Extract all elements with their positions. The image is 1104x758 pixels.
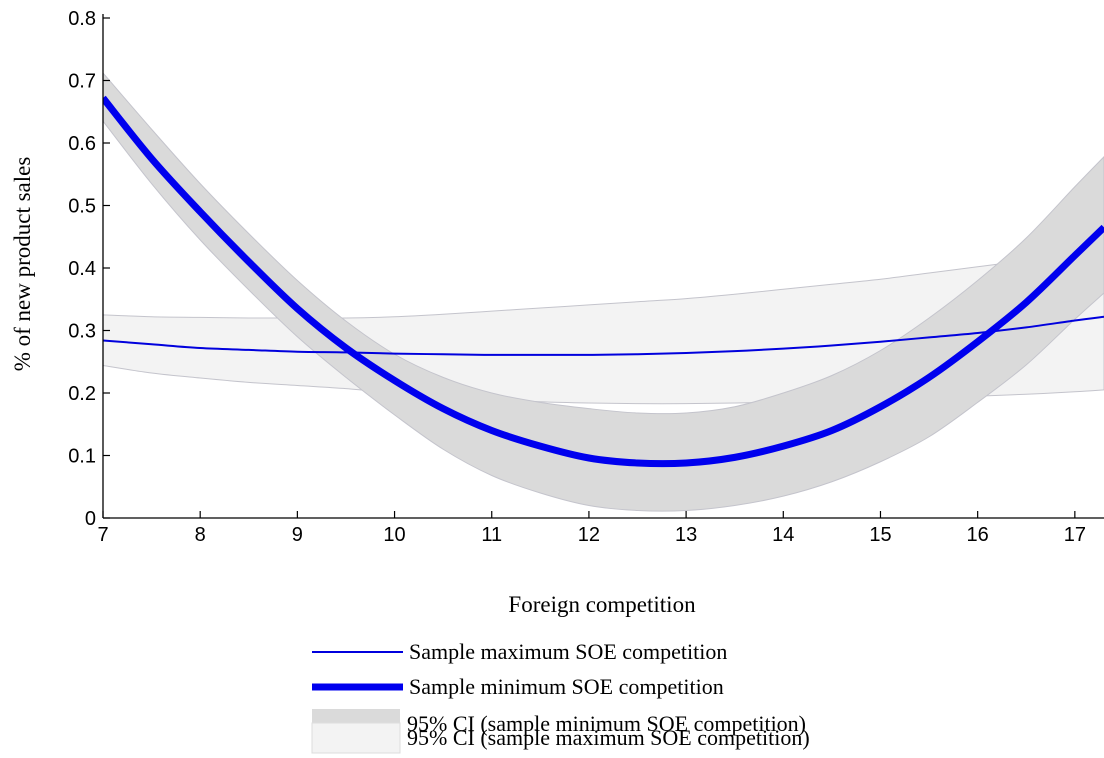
- series-line-sample-minimum-soe-competition: [103, 95, 1104, 468]
- x-tick-label: 11: [481, 524, 502, 546]
- x-tick-label: 16: [967, 524, 989, 546]
- x-tick-label: 10: [383, 524, 405, 546]
- x-tick-label: 8: [195, 524, 206, 546]
- y-tick-label: 0.1: [68, 446, 96, 468]
- x-tick-label: 9: [292, 524, 303, 546]
- x-tick-label: 13: [675, 524, 697, 546]
- plot-area: [103, 72, 1104, 512]
- x-tick-label: 14: [772, 524, 794, 546]
- legend-label: Sample minimum SOE competition: [409, 674, 724, 699]
- legend: Sample maximum SOE competition Sample min…: [311, 639, 810, 754]
- y-axis-label: % of new product sales: [10, 157, 35, 372]
- x-axis-label: Foreign competition: [508, 592, 696, 617]
- legend-label: Sample maximum SOE competition: [409, 639, 727, 664]
- y-tick-label: 0: [85, 508, 96, 530]
- x-tick-label: 12: [578, 524, 600, 546]
- legend-item-95-ci-sample-maximum-soe-competition: 95% CI (sample maximum SOE competition): [311, 722, 810, 754]
- legend-item-sample-minimum-soe-competition: Sample minimum SOE competition: [312, 674, 724, 699]
- x-tick-label: 15: [869, 524, 891, 546]
- axes: 7 8 9 10 11 12 13 14 15 16 17 0 0.1 0.2 0.3 0.4 0.5 0.6 0.…: [68, 8, 1104, 546]
- y-tick-label: 0.4: [68, 258, 96, 280]
- legend-label: 95% CI (sample maximum SOE competition): [407, 725, 810, 750]
- ci-band-95-ci-sample-minimum-soe-competition: [103, 72, 1104, 512]
- legend-swatch: [311, 722, 401, 754]
- y-tick-label: 0.2: [68, 383, 96, 405]
- y-tick-label: 0.8: [68, 8, 96, 30]
- plot-series: [103, 72, 1104, 512]
- legend-label: 95% CI (sample minimum SOE competition): [407, 711, 806, 736]
- x-tick-label: 7: [97, 524, 108, 546]
- y-tick-label: 0.6: [68, 133, 96, 155]
- x-tick-label: 17: [1064, 524, 1086, 546]
- series-line-sample-maximum-soe-competition: [103, 315, 1104, 356]
- y-tick-label: 0.7: [68, 71, 96, 93]
- y-tick-label: 0.3: [68, 321, 96, 343]
- y-tick-label: 0.5: [68, 196, 96, 218]
- legend-item-sample-maximum-soe-competition: Sample maximum SOE competition: [312, 639, 727, 664]
